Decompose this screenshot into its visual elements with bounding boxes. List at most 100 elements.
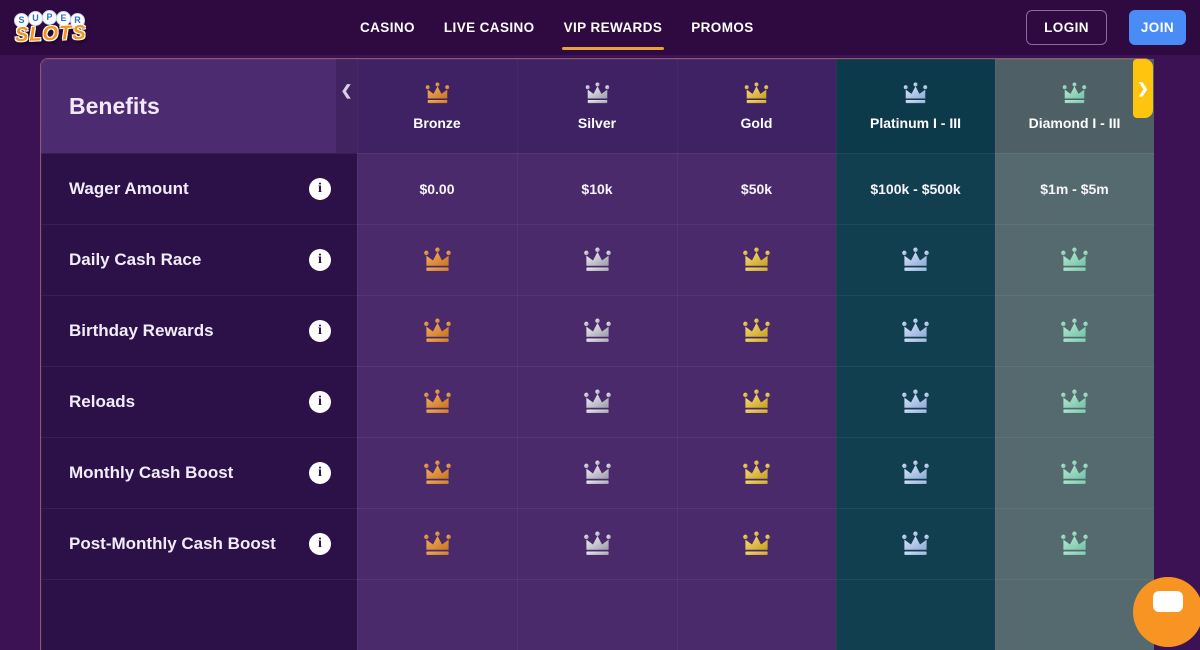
- post-monthly-cash-boost-gold-cell: [677, 508, 836, 579]
- crown-icon-bronze: [423, 531, 451, 555]
- logo-letter-ball: R: [70, 12, 85, 28]
- info-icon[interactable]: i: [309, 390, 331, 413]
- wager-amount-bronze-cell: $0.00: [357, 153, 517, 224]
- crown-icon-diamond: [1061, 460, 1088, 484]
- crown-icon-diamond: [1061, 389, 1088, 413]
- crown-icon-gold: [743, 318, 770, 342]
- reloads-gold-cell: [677, 366, 836, 437]
- info-icon[interactable]: i: [309, 248, 331, 271]
- scroll-left-button[interactable]: ❮: [336, 59, 357, 153]
- post-monthly-cash-boost-silver-cell: [517, 508, 677, 579]
- tier-name-platinum: Platinum I - III: [869, 114, 961, 131]
- wager-amount-silver-cell: $10k: [517, 153, 677, 224]
- chevron-right-icon: ❯: [1137, 80, 1149, 96]
- benefit-label-cell-reloads: Reloads i: [41, 366, 357, 437]
- benefit-label: Birthday Rewards: [69, 320, 214, 340]
- birthday-rewards-gold-cell: [677, 295, 836, 366]
- crown-icon-gold: [743, 389, 770, 413]
- post-monthly-cash-boost-diamond-cell: [995, 508, 1154, 579]
- info-icon[interactable]: i: [309, 461, 331, 484]
- tier-value: $1m - $5m: [1040, 180, 1109, 197]
- auth-buttons: LOGIN JOIN: [1026, 0, 1186, 55]
- benefits-title: Benefits: [69, 92, 160, 119]
- info-icon[interactable]: i: [309, 177, 331, 200]
- monthly-cash-boost-gold-cell: [677, 437, 836, 508]
- crown-icon-platinum: [902, 389, 929, 413]
- daily-cash-race-diamond-cell: [995, 224, 1154, 295]
- chat-widget-button[interactable]: [1133, 577, 1200, 647]
- login-button[interactable]: LOGIN: [1026, 10, 1107, 45]
- crown-icon-bronze: [423, 247, 451, 271]
- tier-header-platinum: Platinum I - III: [836, 59, 995, 153]
- crown-icon-platinum: [902, 531, 929, 555]
- main-nav: CASINO LIVE CASINO VIP REWARDS PROMOS: [360, 0, 754, 55]
- next-row-partial-gold-cell: [677, 579, 836, 650]
- logo-letter-ball: E: [56, 10, 71, 26]
- crown-icon-bronze: [425, 81, 449, 103]
- reloads-diamond-cell: [995, 366, 1154, 437]
- scroll-right-button[interactable]: ❯: [1133, 59, 1153, 118]
- crown-icon-platinum: [903, 81, 928, 103]
- next-row-partial-silver-cell: [517, 579, 677, 650]
- crown-icon-gold: [743, 531, 770, 555]
- tier-name-gold: Gold: [740, 114, 773, 131]
- nav-item-promos[interactable]: PROMOS: [691, 20, 754, 35]
- crown-icon-bronze: [423, 318, 451, 342]
- birthday-rewards-silver-cell: [517, 295, 677, 366]
- crown-icon-platinum: [902, 460, 929, 484]
- wager-amount-diamond-cell: $1m - $5m: [995, 153, 1154, 224]
- monthly-cash-boost-diamond-cell: [995, 437, 1154, 508]
- crown-icon-bronze: [423, 389, 451, 413]
- crown-icon-gold: [743, 460, 770, 484]
- crown-icon-silver: [583, 318, 611, 342]
- daily-cash-race-bronze-cell: [357, 224, 517, 295]
- chat-icon: [1153, 591, 1183, 612]
- tier-value: $10k: [581, 180, 613, 197]
- tier-header-gold: Gold: [677, 59, 836, 153]
- monthly-cash-boost-silver-cell: [517, 437, 677, 508]
- benefit-label: Post-Monthly Cash Boost: [69, 533, 276, 553]
- benefit-label-cell-birthday-rewards: Birthday Rewards i: [41, 295, 357, 366]
- benefit-label: Daily Cash Race: [69, 249, 202, 269]
- crown-icon-gold: [744, 81, 769, 103]
- next-row-partial-bronze-cell: [357, 579, 517, 650]
- benefit-label: Monthly Cash Boost: [69, 462, 234, 482]
- crown-icon-silver: [583, 247, 611, 271]
- nav-item-live-casino[interactable]: LIVE CASINO: [443, 20, 535, 35]
- crown-icon-diamond: [1061, 531, 1088, 555]
- benefit-label: Reloads: [69, 391, 136, 411]
- reloads-bronze-cell: [357, 366, 517, 437]
- tier-header-diamond: Diamond I - III: [995, 59, 1154, 153]
- birthday-rewards-platinum-cell: [836, 295, 995, 366]
- benefit-label: Wager Amount: [69, 178, 189, 198]
- nav-item-vip-rewards[interactable]: VIP REWARDS: [561, 0, 664, 55]
- monthly-cash-boost-bronze-cell: [357, 437, 517, 508]
- birthday-rewards-diamond-cell: [995, 295, 1154, 366]
- tier-value: $100k - $500k: [870, 180, 961, 197]
- crown-icon-platinum: [902, 318, 929, 342]
- nav-item-casino[interactable]: CASINO: [360, 20, 415, 35]
- logo-slots-text: SLOTS: [14, 21, 88, 46]
- post-monthly-cash-boost-bronze-cell: [357, 508, 517, 579]
- next-row-partial-platinum-cell: [836, 579, 995, 650]
- info-icon[interactable]: i: [309, 319, 331, 342]
- benefits-header-cell: Benefits ❮: [41, 59, 357, 153]
- reloads-platinum-cell: [836, 366, 995, 437]
- tier-name-diamond: Diamond I - III: [1028, 114, 1121, 131]
- vip-benefits-table: Benefits ❮ ❯ Bronze Silver Gold Platinum I …: [40, 58, 1154, 650]
- crown-icon-diamond: [1061, 318, 1088, 342]
- tier-header-bronze: Bronze: [357, 59, 517, 153]
- tier-value: $0.00: [419, 180, 455, 197]
- crown-icon-diamond: [1061, 247, 1088, 271]
- info-icon[interactable]: i: [309, 532, 331, 555]
- benefit-label-cell-post-monthly-cash-boost: Post-Monthly Cash Boost i: [41, 508, 357, 579]
- reloads-silver-cell: [517, 366, 677, 437]
- wager-amount-gold-cell: $50k: [677, 153, 836, 224]
- wager-amount-platinum-cell: $100k - $500k: [836, 153, 995, 224]
- crown-icon-diamond: [1062, 81, 1087, 103]
- join-button[interactable]: JOIN: [1128, 10, 1186, 45]
- post-monthly-cash-boost-platinum-cell: [836, 508, 995, 579]
- birthday-rewards-bronze-cell: [357, 295, 517, 366]
